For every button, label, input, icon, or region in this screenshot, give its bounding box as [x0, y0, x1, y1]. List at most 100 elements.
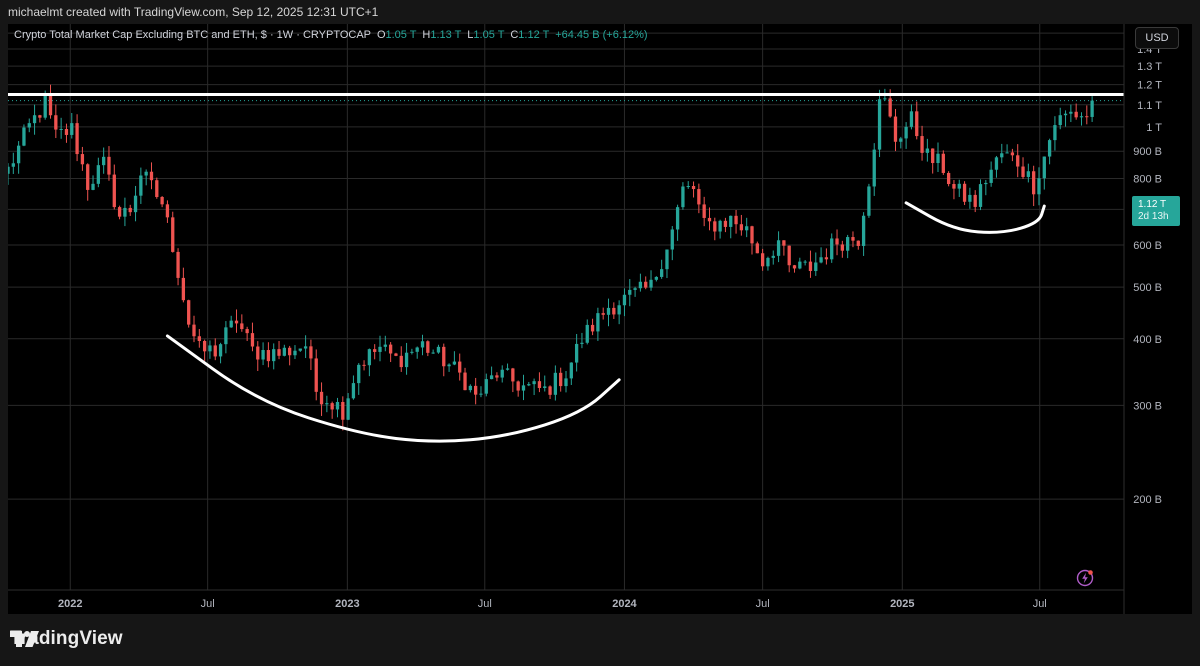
annotation-curves [165, 201, 1046, 443]
candle-body [1010, 152, 1015, 156]
candle-body [436, 346, 441, 353]
candle [458, 353, 462, 381]
candle [11, 152, 15, 174]
candle [70, 113, 74, 139]
candle [718, 219, 722, 239]
candle-body [527, 384, 531, 386]
candle-body [458, 361, 462, 373]
candle-body [8, 166, 10, 174]
candle [585, 319, 589, 345]
candle [899, 136, 903, 149]
candle [1090, 96, 1094, 122]
candle [580, 332, 584, 349]
candle [171, 211, 175, 253]
candle-body [1058, 115, 1062, 126]
candle [766, 256, 770, 271]
candle [729, 215, 733, 239]
candle-body [495, 375, 499, 378]
candle [819, 247, 823, 264]
candle-body [957, 183, 961, 189]
candle-body [367, 349, 372, 366]
candle-body [1069, 111, 1073, 114]
candle [378, 335, 382, 362]
candle [787, 245, 791, 273]
candle-body [505, 368, 510, 370]
high-label: H [422, 29, 431, 41]
candle [176, 248, 180, 286]
candle-body [314, 358, 318, 392]
candle-body [824, 257, 829, 260]
candle [420, 334, 425, 356]
tradingview-logo[interactable]: TradingView [10, 628, 123, 650]
candle-body [649, 279, 653, 288]
candle-body [585, 324, 589, 343]
candle-body [123, 207, 127, 217]
candle [532, 378, 536, 396]
candle-body [468, 385, 472, 391]
candle-body [357, 364, 361, 384]
candle-body [282, 347, 286, 356]
candle [830, 233, 834, 263]
currency-button[interactable]: USD [1135, 27, 1179, 49]
candle-body [426, 341, 430, 353]
symbol-legend[interactable]: Crypto Total Market Cap Excluding BTC an… [14, 29, 648, 41]
candle [293, 345, 297, 360]
candle-body [787, 245, 791, 266]
candle [367, 348, 372, 377]
candle [383, 335, 387, 352]
candle [835, 229, 839, 256]
candle [1021, 157, 1025, 179]
lightning-bolt-icon[interactable] [1076, 569, 1094, 587]
candle [760, 248, 765, 271]
candle [1069, 104, 1073, 123]
candle [968, 187, 972, 209]
candle [915, 101, 919, 140]
candle [505, 363, 510, 371]
candle-body [628, 289, 632, 295]
candle-body [373, 349, 377, 352]
candle-body [144, 171, 148, 176]
candle-body [920, 136, 924, 153]
candle [989, 161, 993, 187]
candle [946, 171, 951, 187]
candle-body [176, 251, 180, 278]
candle-body [192, 324, 196, 337]
candle [484, 373, 488, 397]
candle-body [962, 183, 967, 202]
candle-body [1021, 166, 1025, 177]
candle [309, 339, 313, 371]
candle [612, 302, 616, 319]
candle-body [48, 94, 53, 116]
candle [962, 181, 967, 206]
time-axis[interactable]: 2022 Jul 2023 Jul 2024 Jul 2025 Jul [8, 589, 1124, 610]
candle-body [675, 207, 680, 230]
candle-body [1000, 153, 1004, 158]
time-tick-label: Jul [478, 598, 492, 610]
candle-body [202, 340, 207, 352]
candle-body [697, 189, 701, 205]
candle [266, 342, 271, 368]
candle [256, 341, 260, 372]
candle [64, 123, 69, 143]
time-tick-label: Jul [756, 598, 770, 610]
candle [479, 386, 483, 398]
candle [468, 384, 472, 393]
candle-body [102, 156, 106, 166]
candle-body [303, 346, 308, 349]
candle-body [362, 364, 366, 366]
candle [288, 345, 292, 366]
price-tick-label: 1.3 T [1137, 61, 1162, 73]
candle-body [846, 237, 850, 251]
candle-body [760, 253, 765, 267]
candle [814, 252, 818, 276]
candle-body [521, 385, 526, 391]
low-value: 1.05 T [473, 29, 505, 41]
candle [1085, 105, 1089, 125]
candle [436, 344, 441, 354]
candle-body [915, 111, 919, 137]
candle [931, 148, 935, 174]
time-tick-label: Jul [1033, 598, 1047, 610]
